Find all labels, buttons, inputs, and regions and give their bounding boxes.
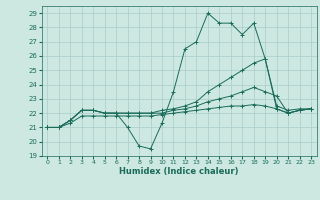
X-axis label: Humidex (Indice chaleur): Humidex (Indice chaleur)	[119, 167, 239, 176]
